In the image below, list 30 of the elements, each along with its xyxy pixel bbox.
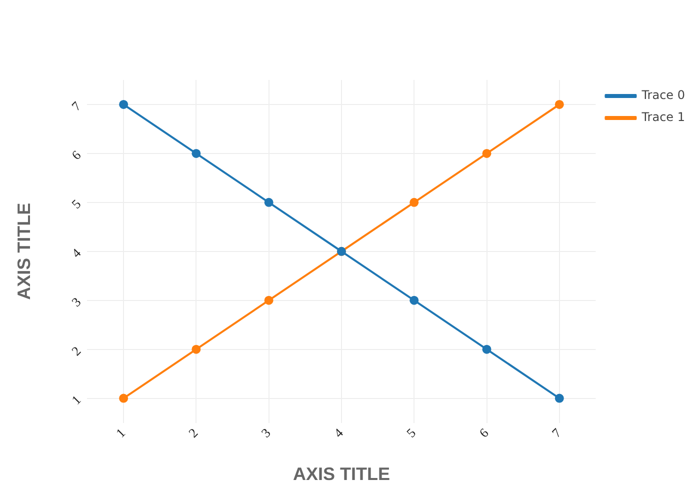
y-tick-label: 5	[68, 196, 84, 212]
legend-label: Trace 0	[640, 88, 686, 102]
point	[554, 100, 564, 109]
x-axis-title: AXIS TITLE	[292, 464, 390, 484]
legend-label: Trace 1	[640, 110, 686, 124]
x-tick-label: 1	[112, 425, 128, 440]
y-tick-label: 6	[68, 147, 84, 163]
y-tick-label: 7	[68, 98, 84, 114]
point	[264, 296, 274, 305]
point	[264, 198, 274, 207]
point	[192, 148, 201, 158]
point	[119, 394, 128, 403]
x-tick-label: 7	[548, 424, 564, 440]
point	[410, 296, 419, 305]
point	[192, 344, 201, 354]
point	[410, 198, 419, 207]
y-tick-label: 3	[68, 294, 84, 310]
y-tick-label: 1	[68, 392, 84, 408]
x-tick-label: 4	[330, 424, 346, 440]
x-tick-label: 6	[476, 424, 492, 440]
point	[119, 100, 128, 109]
point	[554, 394, 564, 403]
x-tick-label: 3	[258, 425, 274, 440]
y-axis-title: AXIS TITLE	[14, 202, 34, 300]
x-tick-label: 5	[403, 425, 419, 440]
x-tick-label: 2	[186, 425, 201, 440]
point	[482, 148, 492, 158]
y-tick-label: 4	[68, 244, 84, 261]
y-tick-label: 2	[68, 343, 84, 358]
point	[482, 344, 492, 354]
